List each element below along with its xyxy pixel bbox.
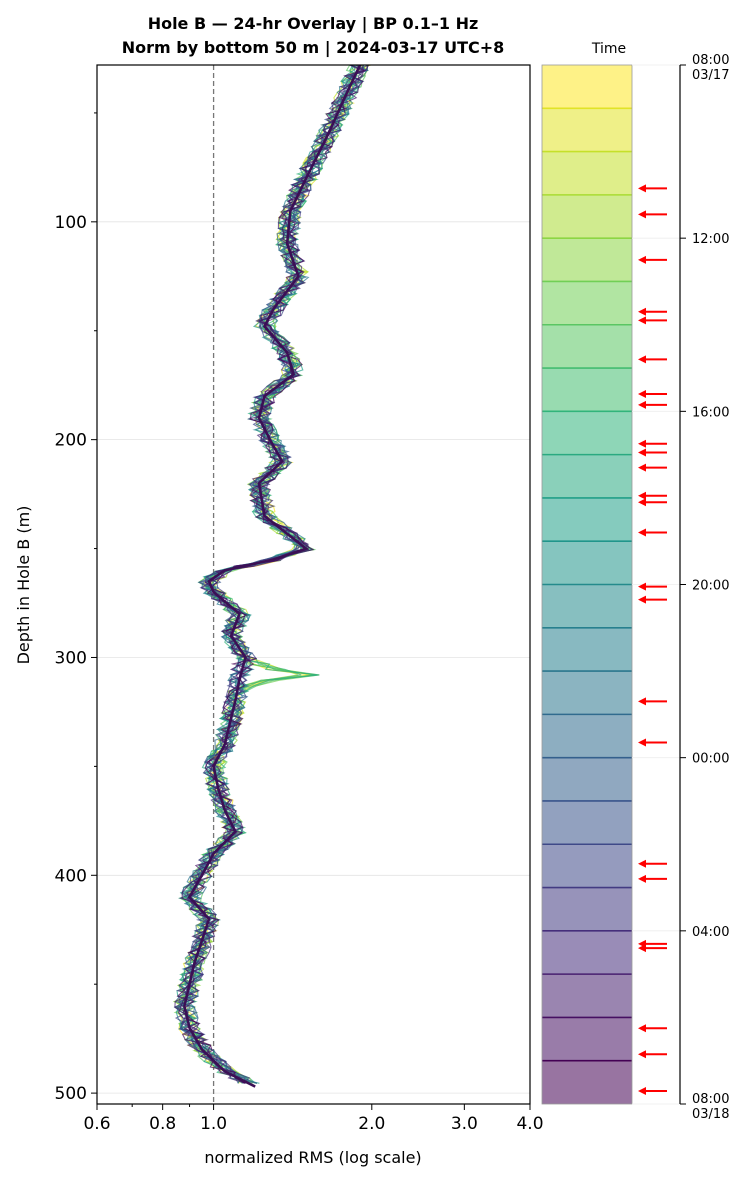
event-arrow-head [638,448,646,457]
event-arrow-head [638,400,646,409]
colorbar-band [542,930,632,975]
event-arrow-head [638,528,646,537]
horizontal-grid [97,221,530,1094]
event-arrow-head [638,463,646,472]
y-tick-label: 400 [55,866,87,886]
event-arrow-head [638,498,646,507]
colorbar-tick-label: 16:00 [692,405,729,420]
y-axis-label: Depth in Hole B (m) [14,506,33,665]
y-axis-ticks: 100 200 300 400 500 [55,112,97,1104]
time-colorbar: Time 08:0003/1712:0016:0020:0000:0004:00… [541,41,729,1122]
event-arrow-head [638,738,646,747]
event-arrow-head [638,255,646,264]
event-arrow-head [638,439,646,448]
colorbar-tick-label: 00:00 [692,752,729,767]
colorbar-band [542,714,632,758]
colorbar-band [542,281,632,325]
y-tick-label: 100 [55,213,87,233]
colorbar-bands [541,64,633,1105]
chart-title-line-1: Hole B — 24-hr Overlay | BP 0.1–1 Hz [148,14,479,34]
colorbar-band [542,194,632,239]
colorbar-label: Time [591,41,626,57]
colorbar-band [542,368,632,412]
event-arrow-head [638,390,646,399]
x-tick-label: 0.8 [149,1114,176,1134]
colorbar-band [542,541,632,585]
colorbar-tick-label: 08:00 [692,53,729,68]
event-arrow-head [638,874,646,883]
colorbar-band [542,627,632,672]
colorbar-band [542,800,632,845]
event-arrow-head [638,697,646,706]
colorbar-band [542,108,632,152]
colorbar-tick-label: 12:00 [692,232,729,247]
colorbar-band [542,151,632,195]
colorbar-band [542,887,632,931]
colorbar-band [542,324,632,369]
colorbar-band [542,65,632,109]
y-tick-label: 500 [55,1084,87,1104]
colorbar-band [542,757,632,801]
event-arrow-head [638,595,646,604]
event-arrow-head [638,316,646,325]
y-tick-label: 200 [55,431,87,451]
event-arrows [638,184,667,1096]
event-arrow-head [638,859,646,868]
colorbar-tick-date: 03/17 [692,68,729,83]
event-arrow-head [638,307,646,316]
x-axis-label: normalized RMS (log scale) [204,1148,421,1167]
event-arrow-head [638,355,646,364]
x-tick-label: 0.6 [83,1114,110,1134]
x-tick-label: 1.0 [200,1114,227,1134]
event-arrow-head [638,491,646,500]
x-tick-label: 4.0 [516,1114,543,1134]
x-axis-ticks: 0.6 0.8 1.0 2.0 3.0 4.0 [83,1104,544,1134]
colorbar-tick-label: 20:00 [692,579,729,594]
colorbar-band [542,844,632,888]
y-tick-label: 300 [55,648,87,668]
depth-profile-plot: 100 200 300 400 500 0.6 0.8 1.0 2.0 3.0 4.0 [55,64,544,1134]
event-arrow-head [638,210,646,219]
event-arrow-head [638,1050,646,1059]
series-line [176,64,366,1084]
event-arrow-head [638,944,646,953]
colorbar-band [542,238,632,282]
colorbar-band [542,497,632,542]
colorbar-grid [632,64,680,1105]
x-tick-label: 2.0 [358,1114,385,1134]
colorbar-band [542,454,632,498]
colorbar-band [542,671,632,715]
event-arrow-head [638,1087,646,1096]
series-group [173,64,372,1088]
event-arrow-head [638,1024,646,1033]
chart-title-line-2: Norm by bottom 50 m | 2024-03-17 UTC+8 [122,38,505,58]
x-tick-label: 3.0 [451,1114,478,1134]
colorbar-tick-label: 04:00 [692,925,729,940]
colorbar-band [542,1017,632,1061]
median-profile-line [183,64,362,1088]
plot-frame [96,64,531,1105]
colorbar-band [542,1060,632,1104]
colorbar-tick-label: 08:00 [692,1092,729,1107]
plot-area [97,65,530,1104]
colorbar-tick-date: 03/18 [692,1107,729,1122]
colorbar-band [542,411,632,455]
event-arrow-head [638,184,646,193]
event-arrow-head [638,582,646,591]
colorbar-ticks: 08:0003/1712:0016:0020:0000:0004:0008:00… [680,53,729,1122]
colorbar-band [542,974,632,1018]
colorbar-band [542,584,632,628]
